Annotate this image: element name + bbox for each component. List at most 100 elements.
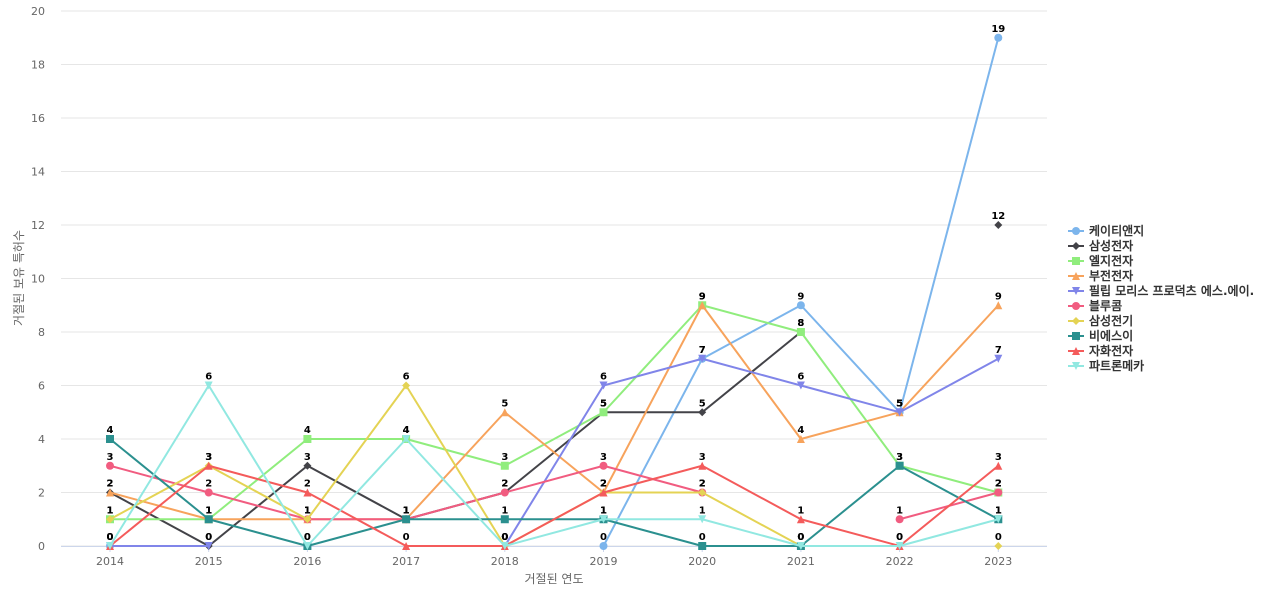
legend-marker xyxy=(1072,272,1080,280)
data-label: 2 xyxy=(995,479,1002,490)
data-label: 1 xyxy=(797,505,804,516)
data-point-marker xyxy=(796,515,805,524)
x-tick-label: 2018 xyxy=(491,555,519,568)
data-point-marker xyxy=(698,408,707,417)
legend-item[interactable]: 케이티앤지 xyxy=(1068,223,1144,238)
data-label: 7 xyxy=(699,345,706,356)
legend-marker xyxy=(1072,347,1080,355)
legend-item[interactable]: 삼성전기 xyxy=(1068,313,1133,328)
data-point-marker xyxy=(106,488,114,497)
data-point-marker xyxy=(402,515,411,524)
data-label: 0 xyxy=(797,532,804,543)
data-point-marker xyxy=(994,515,1003,524)
data-label: 6 xyxy=(403,372,410,383)
legend-item[interactable]: 필립 모리스 프로덕츠 에스.에이. xyxy=(1068,283,1254,298)
legend-label: 비에스이 xyxy=(1089,328,1133,343)
y-tick-label: 8 xyxy=(38,326,45,339)
data-label: 1 xyxy=(995,505,1002,516)
data-point-marker xyxy=(994,354,1003,363)
data-label: 8 xyxy=(797,318,804,329)
data-point-marker xyxy=(698,461,707,470)
legend-item[interactable]: 비에스이 xyxy=(1068,328,1133,343)
legend-item[interactable]: 엘지전자 xyxy=(1068,253,1133,268)
data-label: 1 xyxy=(304,505,311,516)
y-tick-label: 18 xyxy=(31,59,45,72)
data-point-marker xyxy=(303,461,312,470)
x-tick-label: 2020 xyxy=(688,555,716,568)
data-label: 2 xyxy=(699,479,706,490)
y-axis-title: 거절된 보유 특허수 xyxy=(12,230,26,326)
data-label: 0 xyxy=(501,532,508,543)
data-label: 3 xyxy=(699,452,706,463)
data-label: 3 xyxy=(107,452,114,463)
legend-label: 필립 모리스 프로덕츠 에스.에이. xyxy=(1089,283,1254,298)
x-tick-label: 2015 xyxy=(195,555,223,568)
series-line xyxy=(109,304,1000,521)
data-point-marker xyxy=(895,461,904,470)
series-layer xyxy=(106,33,1003,550)
series-line xyxy=(109,464,999,547)
legend-item[interactable]: 파트론메카 xyxy=(1068,358,1144,373)
data-label: 3 xyxy=(501,452,508,463)
data-label: 1 xyxy=(501,505,508,516)
legend-item[interactable]: 부전전자 xyxy=(1068,268,1133,283)
data-label: 0 xyxy=(205,532,212,543)
data-label: 3 xyxy=(205,452,212,463)
legend-label: 케이티앤지 xyxy=(1089,223,1144,238)
data-point-marker xyxy=(796,435,805,443)
data-point-marker xyxy=(796,542,805,550)
legend-marker xyxy=(1072,317,1080,325)
legend-item[interactable]: 블루콤 xyxy=(1068,299,1122,313)
grid-layer xyxy=(61,10,1047,547)
data-label: 9 xyxy=(797,291,804,302)
legend-label: 엘지전자 xyxy=(1089,253,1133,268)
data-point-marker xyxy=(698,354,707,363)
data-label: 2 xyxy=(205,479,212,490)
data-label: 1 xyxy=(304,505,311,516)
data-label: 5 xyxy=(896,398,903,409)
data-point-marker xyxy=(698,515,707,524)
data-label: 1 xyxy=(403,505,410,516)
data-point-marker xyxy=(796,301,805,310)
x-tick-label: 2022 xyxy=(886,555,914,568)
x-tick-label: 2017 xyxy=(392,555,420,568)
data-point-marker xyxy=(599,408,608,417)
legend-item[interactable]: 자화전자 xyxy=(1068,343,1133,358)
data-label: 5 xyxy=(501,398,508,409)
x-tick-label: 2016 xyxy=(293,555,321,568)
y-tick-label: 14 xyxy=(31,166,45,179)
y-tick-label: 2 xyxy=(38,487,45,500)
legend-label: 부전전자 xyxy=(1089,268,1133,283)
data-point-marker xyxy=(500,461,509,470)
data-point-marker xyxy=(994,33,1003,42)
data-point-marker xyxy=(204,515,213,524)
data-label: 3 xyxy=(896,452,903,463)
data-point-marker xyxy=(500,542,509,550)
series-line xyxy=(110,357,999,547)
data-point-marker xyxy=(796,328,805,336)
data-point-marker xyxy=(895,542,904,550)
data-point-marker xyxy=(698,488,707,497)
legend-label: 삼성전기 xyxy=(1089,313,1133,328)
data-point-marker xyxy=(599,488,608,497)
data-label: 5 xyxy=(600,398,607,409)
legend-item[interactable]: 삼성전자 xyxy=(1068,238,1133,253)
data-label: 1 xyxy=(205,505,212,516)
data-label: 3 xyxy=(205,452,212,463)
y-tick-label: 20 xyxy=(31,5,45,18)
data-point-marker xyxy=(698,301,707,310)
x-tick-label: 2014 xyxy=(96,555,124,568)
data-point-marker xyxy=(303,488,312,497)
data-label: 3 xyxy=(995,452,1002,463)
data-label: 1 xyxy=(403,505,410,516)
data-label: 2 xyxy=(304,479,311,490)
data-label: 1 xyxy=(600,505,607,516)
data-label: 4 xyxy=(107,425,114,436)
series-line xyxy=(109,384,999,547)
data-label: 1 xyxy=(107,505,114,516)
data-label: 1 xyxy=(995,505,1002,516)
